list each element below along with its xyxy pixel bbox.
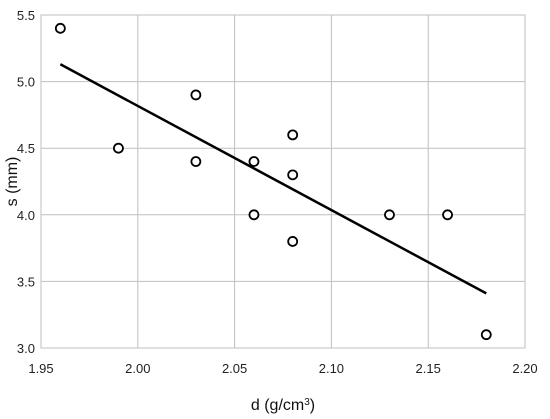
- data-point: [248, 156, 260, 167]
- x-tick-label: 2.20: [512, 361, 537, 376]
- plot-area-frame: [40, 14, 526, 349]
- x-axis-title-main: d (g/cm: [251, 397, 304, 414]
- y-tick-label: 3.5: [17, 274, 35, 289]
- data-point: [480, 329, 492, 341]
- data-point: [190, 89, 202, 101]
- y-tick-label: 5.5: [17, 8, 35, 23]
- x-axis-title-sup: 3: [304, 397, 310, 408]
- y-tick-label: 4.5: [17, 141, 35, 156]
- y-tick-label: 5.0: [17, 75, 35, 90]
- data-point: [248, 209, 260, 221]
- x-tick-label: 2.15: [416, 361, 441, 376]
- x-tick-label: 2.00: [125, 361, 150, 376]
- data-point: [54, 22, 66, 34]
- data-point: [287, 169, 299, 181]
- x-axis-title-suffix: ): [310, 397, 315, 414]
- y-axis-title: s (mm): [4, 157, 21, 207]
- data-point: [287, 129, 299, 141]
- data-points: [54, 22, 492, 341]
- data-point: [190, 156, 202, 167]
- y-tick-label: 3.0: [17, 341, 35, 356]
- y-tick-label: 4.0: [17, 208, 35, 223]
- grid: [40, 14, 526, 349]
- data-point: [384, 209, 395, 221]
- x-axis-ticks: 1.95 2.00 2.05 2.10 2.15 2.20: [28, 361, 537, 376]
- trend-line: [59, 63, 487, 295]
- data-point: [113, 142, 124, 154]
- data-point: [442, 209, 453, 221]
- x-tick-label: 1.95: [28, 361, 53, 376]
- x-tick-label: 2.05: [222, 361, 247, 376]
- x-tick-label: 2.10: [319, 361, 344, 376]
- x-axis-title: d (g/cm3): [251, 397, 315, 415]
- y-axis-ticks: 3.0 3.5 4.0 4.5 5.0 5.5: [17, 8, 35, 356]
- data-point: [287, 236, 299, 247]
